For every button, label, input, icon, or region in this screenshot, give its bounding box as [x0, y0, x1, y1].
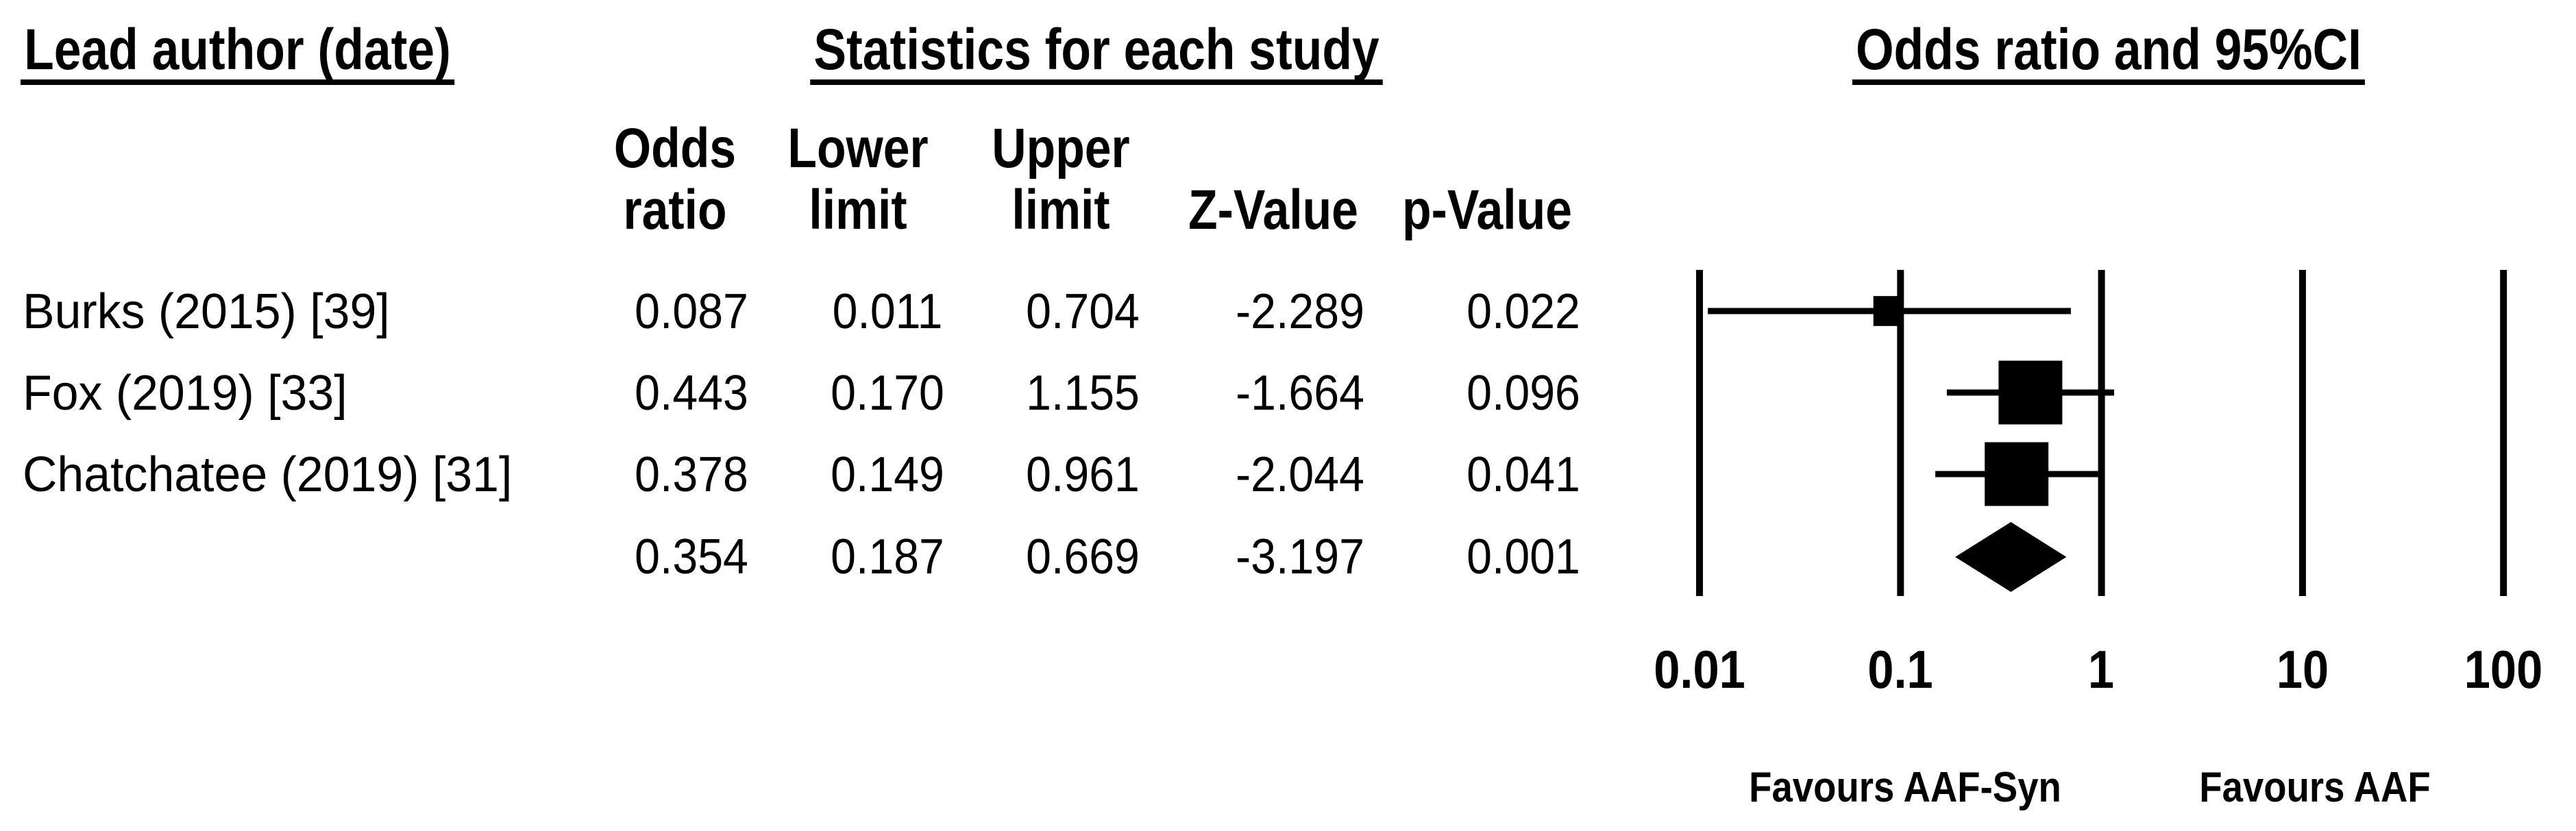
lower-limit-value: 0.187: [831, 530, 944, 584]
lower-limit-value: 0.149: [831, 447, 944, 502]
column-header-lower-limit: Lower limit: [787, 118, 928, 241]
axis-tick-label: 100: [2464, 639, 2543, 699]
summary-diamond: [1955, 522, 2067, 592]
p-value: 0.001: [1467, 530, 1580, 584]
p-value: 0.041: [1467, 447, 1580, 502]
table-row: Chatchatee (2019) [31] 0.378 0.149 0.961…: [0, 449, 2576, 500]
z-value: -3.197: [1236, 530, 1364, 584]
favours-right-note: Favours AAF: [2199, 764, 2431, 811]
column-header-line: Lower: [787, 117, 929, 179]
plot-column-title: Odds ratio and 95%CI: [1852, 21, 2366, 85]
odds-ratio-value: 0.354: [635, 530, 748, 584]
z-value: -2.289: [1236, 284, 1364, 339]
lower-limit-value: 0.170: [831, 366, 944, 421]
p-value: 0.096: [1467, 366, 1580, 421]
column-header-p-value: p-Value: [1402, 118, 1572, 241]
column-header-upper-limit: Upper limit: [992, 118, 1129, 241]
axis-tick-label: 0.1: [1867, 639, 1933, 699]
column-header-line: Odds: [613, 117, 737, 179]
table-row-summary: 0.354 0.187 0.669 -3.197 0.001: [0, 532, 2576, 582]
z-value: -1.664: [1236, 366, 1364, 421]
study-weight-square: [1873, 296, 1904, 326]
lower-limit-value: 0.011: [832, 284, 943, 339]
study-label: Fox (2019) [33]: [23, 366, 347, 421]
axis-tick-label: 1: [2087, 639, 2115, 699]
table-row: Fox (2019) [33] 0.443 0.170 1.155 -1.664…: [0, 368, 2576, 419]
column-header-z-value: Z-Value: [1188, 118, 1358, 241]
study-weight-square: [1985, 442, 2049, 506]
p-value: 0.022: [1467, 284, 1580, 339]
odds-ratio-value: 0.087: [635, 284, 748, 339]
stats-column-title: Statistics for each study: [810, 21, 1383, 85]
column-header-line: Z-Value: [1188, 179, 1358, 241]
column-header-line: Upper: [992, 117, 1130, 179]
table-row: Burks (2015) [39] 0.087 0.011 0.704 -2.2…: [0, 286, 2576, 337]
column-header-line: limit: [809, 179, 907, 241]
z-value: -2.044: [1236, 447, 1364, 502]
axis-tick-label: 0.01: [1654, 639, 1745, 699]
study-label: Chatchatee (2019) [31]: [23, 447, 513, 502]
upper-limit-value: 0.961: [1026, 447, 1140, 502]
study-label: Burks (2015) [39]: [23, 284, 390, 339]
upper-limit-value: 0.704: [1026, 284, 1140, 339]
column-header-line: p-Value: [1402, 179, 1572, 241]
column-header-line: limit: [1011, 179, 1110, 241]
study-column-title: Lead author (date): [21, 21, 454, 85]
column-header-line: ratio: [623, 179, 727, 241]
study-weight-square: [1998, 360, 2063, 425]
favours-left-note: Favours AAF-Syn: [1749, 764, 2061, 811]
upper-limit-value: 0.669: [1026, 530, 1140, 584]
odds-ratio-value: 0.378: [635, 447, 748, 502]
upper-limit-value: 1.155: [1026, 366, 1140, 421]
axis-tick-label: 10: [2276, 639, 2329, 699]
odds-ratio-value: 0.443: [635, 366, 748, 421]
column-header-odds-ratio: Odds ratio: [614, 118, 736, 241]
